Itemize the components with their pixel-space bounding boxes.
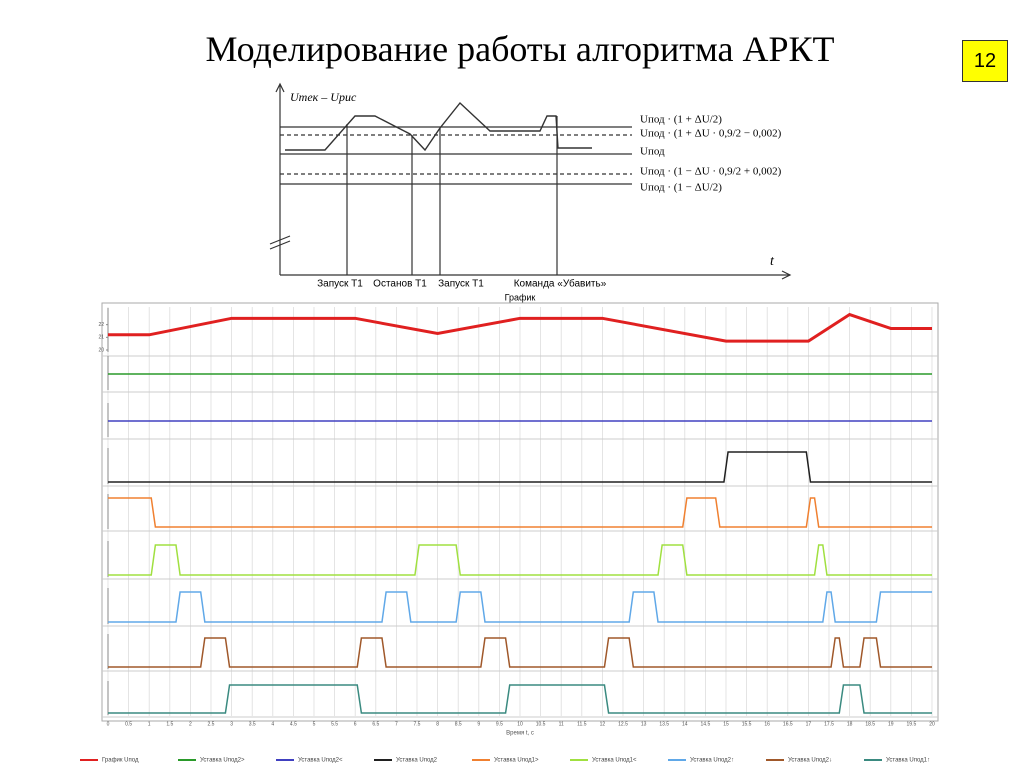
series-line <box>108 591 932 623</box>
x-tick-label: 15 <box>723 721 729 727</box>
x-tick-label: 9.5 <box>496 721 503 727</box>
series-line <box>108 497 932 528</box>
x-tick-label: 15.5 <box>742 721 752 727</box>
y-tick-label: 20 <box>98 347 104 353</box>
x-tick-label: 9 <box>477 721 480 727</box>
x-tick-label: 0.5 <box>125 721 132 727</box>
x-tick-label: 4.5 <box>290 721 297 727</box>
x-tick-label: 8 <box>436 721 439 727</box>
diagram-y-label: Uтек – Uрис <box>290 90 357 104</box>
legend-label: Уставка Uпод2↑ <box>690 758 734 764</box>
x-tick-label: 19.5 <box>907 721 917 727</box>
x-tick-label: 1.5 <box>166 721 173 727</box>
x-tick-label: 11 <box>559 721 564 727</box>
x-tick-label: 7 <box>395 721 398 727</box>
x-tick-label: 18 <box>847 721 853 727</box>
x-tick-label: 1 <box>148 721 151 727</box>
series-line <box>108 312 932 343</box>
x-tick-label: 13.5 <box>659 721 669 727</box>
x-tick-label: 16.5 <box>783 721 793 727</box>
x-tick-label: 14 <box>682 721 688 727</box>
x-tick-label: 12 <box>600 721 606 727</box>
legend-label: Уставка Uпод2↓ <box>788 758 832 764</box>
x-axis-label: Время t, с <box>506 731 534 737</box>
legend-label: График Uпод <box>102 758 139 764</box>
x-tick-label: 20 <box>929 721 935 727</box>
x-tick-label: 16 <box>764 721 770 727</box>
x-tick-label: 3.5 <box>249 721 256 727</box>
x-tick-label: 2.5 <box>208 721 215 727</box>
x-tick-label: 12.5 <box>618 721 628 727</box>
event-label: Запуск Т1 <box>438 279 484 290</box>
series-line <box>108 684 932 714</box>
chart-title: График <box>505 292 536 302</box>
level-label: Uпод · (1 − ΔU · 0,9/2 + 0,002) <box>640 166 782 178</box>
x-tick-label: 14.5 <box>701 721 711 727</box>
x-tick-label: 3 <box>230 721 233 727</box>
level-label: Uпод · (1 − ΔU/2) <box>640 182 722 194</box>
series-line <box>108 637 932 668</box>
x-tick-label: 5.5 <box>331 721 338 727</box>
plot-frame <box>101 302 939 722</box>
legend-label: Уставка Uпод2< <box>298 758 343 764</box>
legend-label: Уставка Uпод2 <box>396 758 438 764</box>
diagram-x-label: t <box>770 254 775 269</box>
x-tick-label: 8.5 <box>455 721 462 727</box>
legend-label: Уставка Uпод2> <box>200 758 245 764</box>
series-line <box>108 451 932 483</box>
x-tick-label: 18.5 <box>865 721 875 727</box>
slide-title: Моделирование работы алгоритма АРКТ <box>205 29 835 69</box>
x-tick-label: 10 <box>517 721 523 727</box>
level-label: Uпод <box>640 146 665 158</box>
x-tick-label: 4 <box>271 721 274 727</box>
slide-number: 12 <box>962 40 1008 82</box>
x-tick-label: 13 <box>641 721 647 727</box>
x-tick-label: 0 <box>107 721 110 727</box>
y-tick-label: 21 <box>98 335 104 341</box>
x-tick-label: 17.5 <box>824 721 834 727</box>
level-label: Uпод · (1 + ΔU/2) <box>640 114 722 126</box>
x-tick-label: 2 <box>189 721 192 727</box>
x-tick-label: 11.5 <box>577 721 587 727</box>
x-tick-label: 5 <box>313 721 316 727</box>
legend-label: Уставка Uпод1< <box>592 758 637 764</box>
x-tick-label: 10.5 <box>536 721 546 727</box>
y-tick-label: 22 <box>98 322 104 328</box>
event-label: Запуск Т1 <box>317 279 363 290</box>
x-tick-label: 6.5 <box>372 721 379 727</box>
event-label: Останов Т1 <box>373 279 427 290</box>
x-tick-label: 6 <box>354 721 357 727</box>
event-label: Команда «Убавить» <box>514 278 607 290</box>
legend-label: Уставка Uпод1> <box>494 758 539 764</box>
x-tick-label: 19 <box>888 721 894 727</box>
legend-label: Уставка Uпод1↑ <box>886 758 930 764</box>
series-line <box>108 544 932 576</box>
x-tick-label: 7.5 <box>414 721 421 727</box>
level-label: Uпод · (1 + ΔU · 0,9/2 − 0,002) <box>640 128 782 140</box>
x-tick-label: 17 <box>806 721 812 727</box>
